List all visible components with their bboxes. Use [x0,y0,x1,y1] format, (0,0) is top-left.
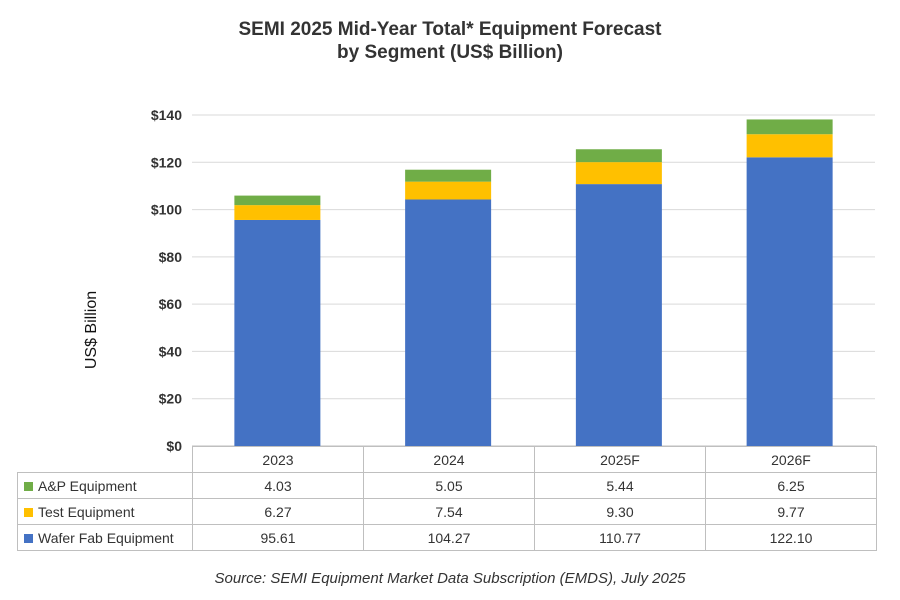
bar-wafer-fab-equipment-2024 [405,199,492,446]
legend-label-test: Test Equipment [38,503,135,520]
bar-test-equipment-2023 [234,205,321,220]
data-table: 2023 2024 2025F 2026F A&P Equipment 4.03… [17,446,877,551]
table-row-wafer-fab-equipment: Wafer Fab Equipment 95.61 104.27 110.77 … [17,524,877,551]
source-note: Source: SEMI Equipment Market Data Subsc… [214,570,686,587]
table-cell: 110.77 [534,524,706,551]
chart-title-line-1: SEMI 2025 Mid-Year Total* Equipment Fore… [238,19,662,40]
legend-label-ap: A&P Equipment [38,477,137,494]
table-header-2025f: 2025F [534,446,706,473]
table-corner [17,446,193,473]
bar-a-p-equipment-2023 [234,195,321,206]
bar-test-equipment-2024 [405,181,492,200]
table-row-test-equipment: Test Equipment 6.27 7.54 9.30 9.77 [17,498,877,525]
bar-test-equipment-2026f [746,134,833,158]
y-tick-label: $20 [159,391,183,407]
bar-wafer-fab-equipment-2026f [746,157,833,446]
table-cell: 95.61 [192,524,364,551]
table-header-2023: 2023 [192,446,364,473]
table-cell: 6.25 [705,472,877,499]
legend-key-test [24,507,33,517]
y-tick-label: $80 [159,249,183,265]
legend-key-ap [24,481,33,491]
y-tick-label: $100 [151,202,182,218]
legend-ap-equipment: A&P Equipment [17,472,193,499]
table-cell: 4.03 [192,472,364,499]
table-cell: 6.27 [192,498,364,525]
y-tick-label: $120 [151,154,182,170]
table-cell: 104.27 [363,524,535,551]
chart-title: SEMI 2025 Mid-Year Total* Equipment Fore… [0,18,900,64]
table-cell: 5.44 [534,472,706,499]
legend-label-wfe: Wafer Fab Equipment [38,529,174,546]
table-cell: 5.05 [363,472,535,499]
bar-a-p-equipment-2024 [405,169,492,182]
table-header-2024: 2024 [363,446,535,473]
table-header-row: 2023 2024 2025F 2026F [17,446,877,473]
y-tick-label: $40 [159,343,183,359]
bar-a-p-equipment-2025f [575,149,662,163]
legend-key-wfe [24,533,33,543]
table-cell: 7.54 [363,498,535,525]
bar-wafer-fab-equipment-2025f [575,184,662,446]
y-tick-label: $60 [159,296,183,312]
bar-test-equipment-2025f [575,162,662,185]
bar-wafer-fab-equipment-2023 [234,219,321,446]
table-cell: 9.30 [534,498,706,525]
legend-test-equipment: Test Equipment [17,498,193,525]
chart-title-line-2: by Segment (US$ Billion) [337,42,563,63]
y-tick-label: $140 [151,107,182,123]
table-header-2026f: 2026F [705,446,877,473]
bar-a-p-equipment-2026f [746,119,833,135]
table-cell: 9.77 [705,498,877,525]
table-cell: 122.10 [705,524,877,551]
table-row-ap-equipment: A&P Equipment 4.03 5.05 5.44 6.25 [17,472,877,499]
legend-wafer-fab-equipment: Wafer Fab Equipment [17,524,193,551]
